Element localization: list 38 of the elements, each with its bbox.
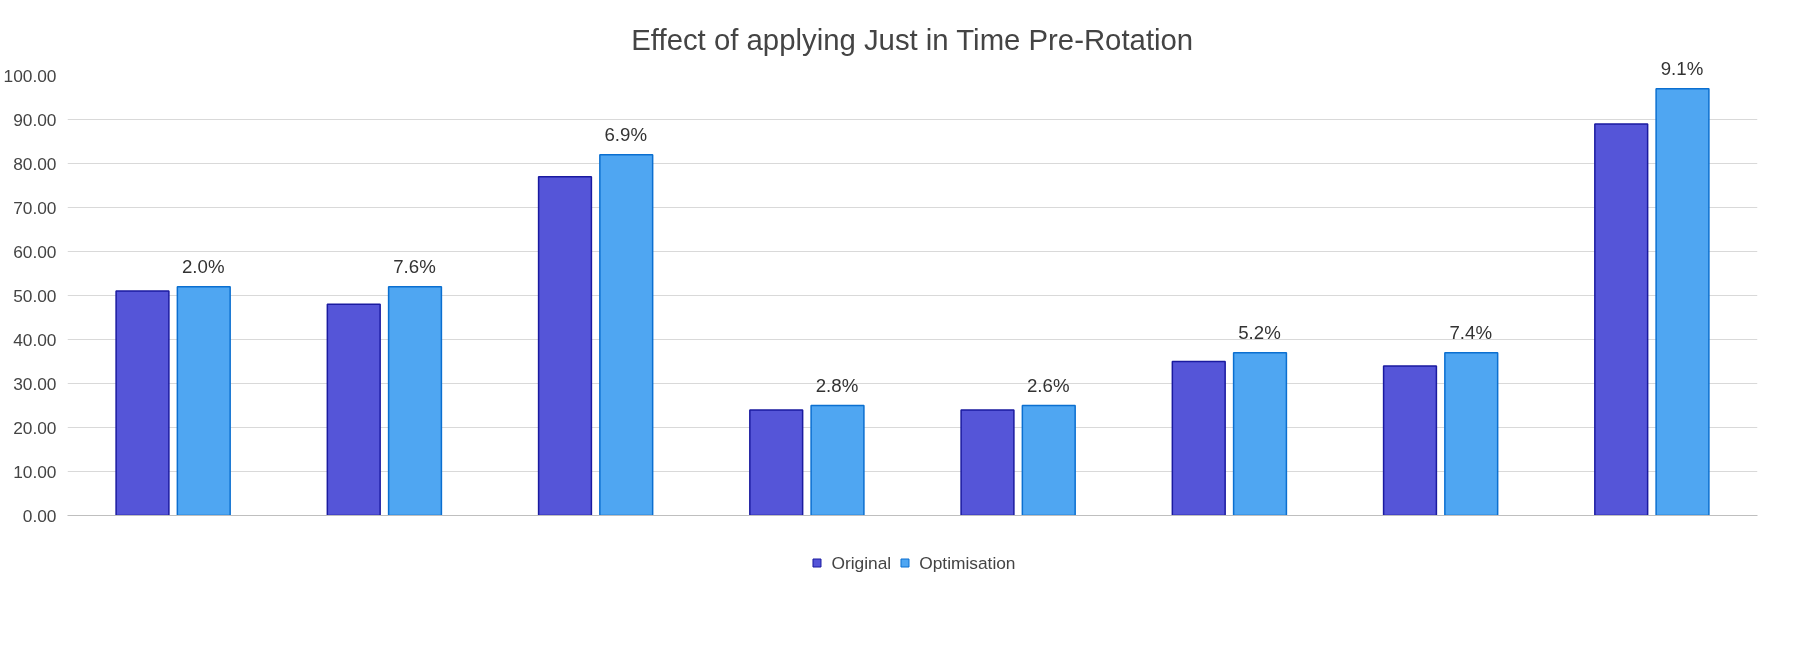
bar [115, 290, 170, 516]
bar [1594, 123, 1649, 516]
bar [387, 285, 443, 516]
y-tick-label: 100.00 [3, 65, 57, 86]
y-tick-label: 30.00 [13, 373, 57, 394]
y-tick-label: 80.00 [13, 153, 57, 174]
annotation: 2.6% [1026, 375, 1070, 397]
bar [1171, 360, 1226, 516]
bar [1232, 351, 1288, 516]
bar [960, 409, 1015, 516]
bar [1444, 351, 1499, 516]
y-tick-label: 0.00 [22, 505, 57, 526]
annotation: 9.1% [1660, 58, 1704, 81]
bar [537, 175, 593, 516]
y-tick-label: 70.00 [13, 197, 57, 218]
bar [810, 404, 865, 516]
annotation: 2.8% [815, 375, 859, 397]
y-tick-label: 40.00 [13, 329, 57, 350]
legend-label: Optimisation [919, 552, 1016, 573]
annotation: 7.4% [1449, 322, 1493, 345]
y-tick-label: 20.00 [13, 417, 57, 438]
bar [1382, 365, 1438, 516]
bar [1021, 404, 1076, 516]
y-tick-label: 60.00 [13, 241, 57, 262]
annotation: 6.9% [604, 124, 648, 147]
annotation: 2.0% [181, 256, 225, 279]
y-tick-label: 10.00 [13, 461, 57, 482]
bar [599, 153, 654, 516]
bar [326, 303, 381, 516]
annotation: 7.6% [393, 256, 436, 279]
annotation: 5.2% [1238, 322, 1281, 345]
chart-title: Effect of applying Just in Time Pre-Rotation [631, 22, 1194, 56]
legend-label: Original [831, 552, 892, 573]
bar [1655, 87, 1710, 516]
y-tick-label: 90.00 [13, 109, 57, 130]
bar [176, 285, 231, 516]
y-tick-label: 50.00 [13, 285, 57, 306]
bar [749, 409, 804, 516]
